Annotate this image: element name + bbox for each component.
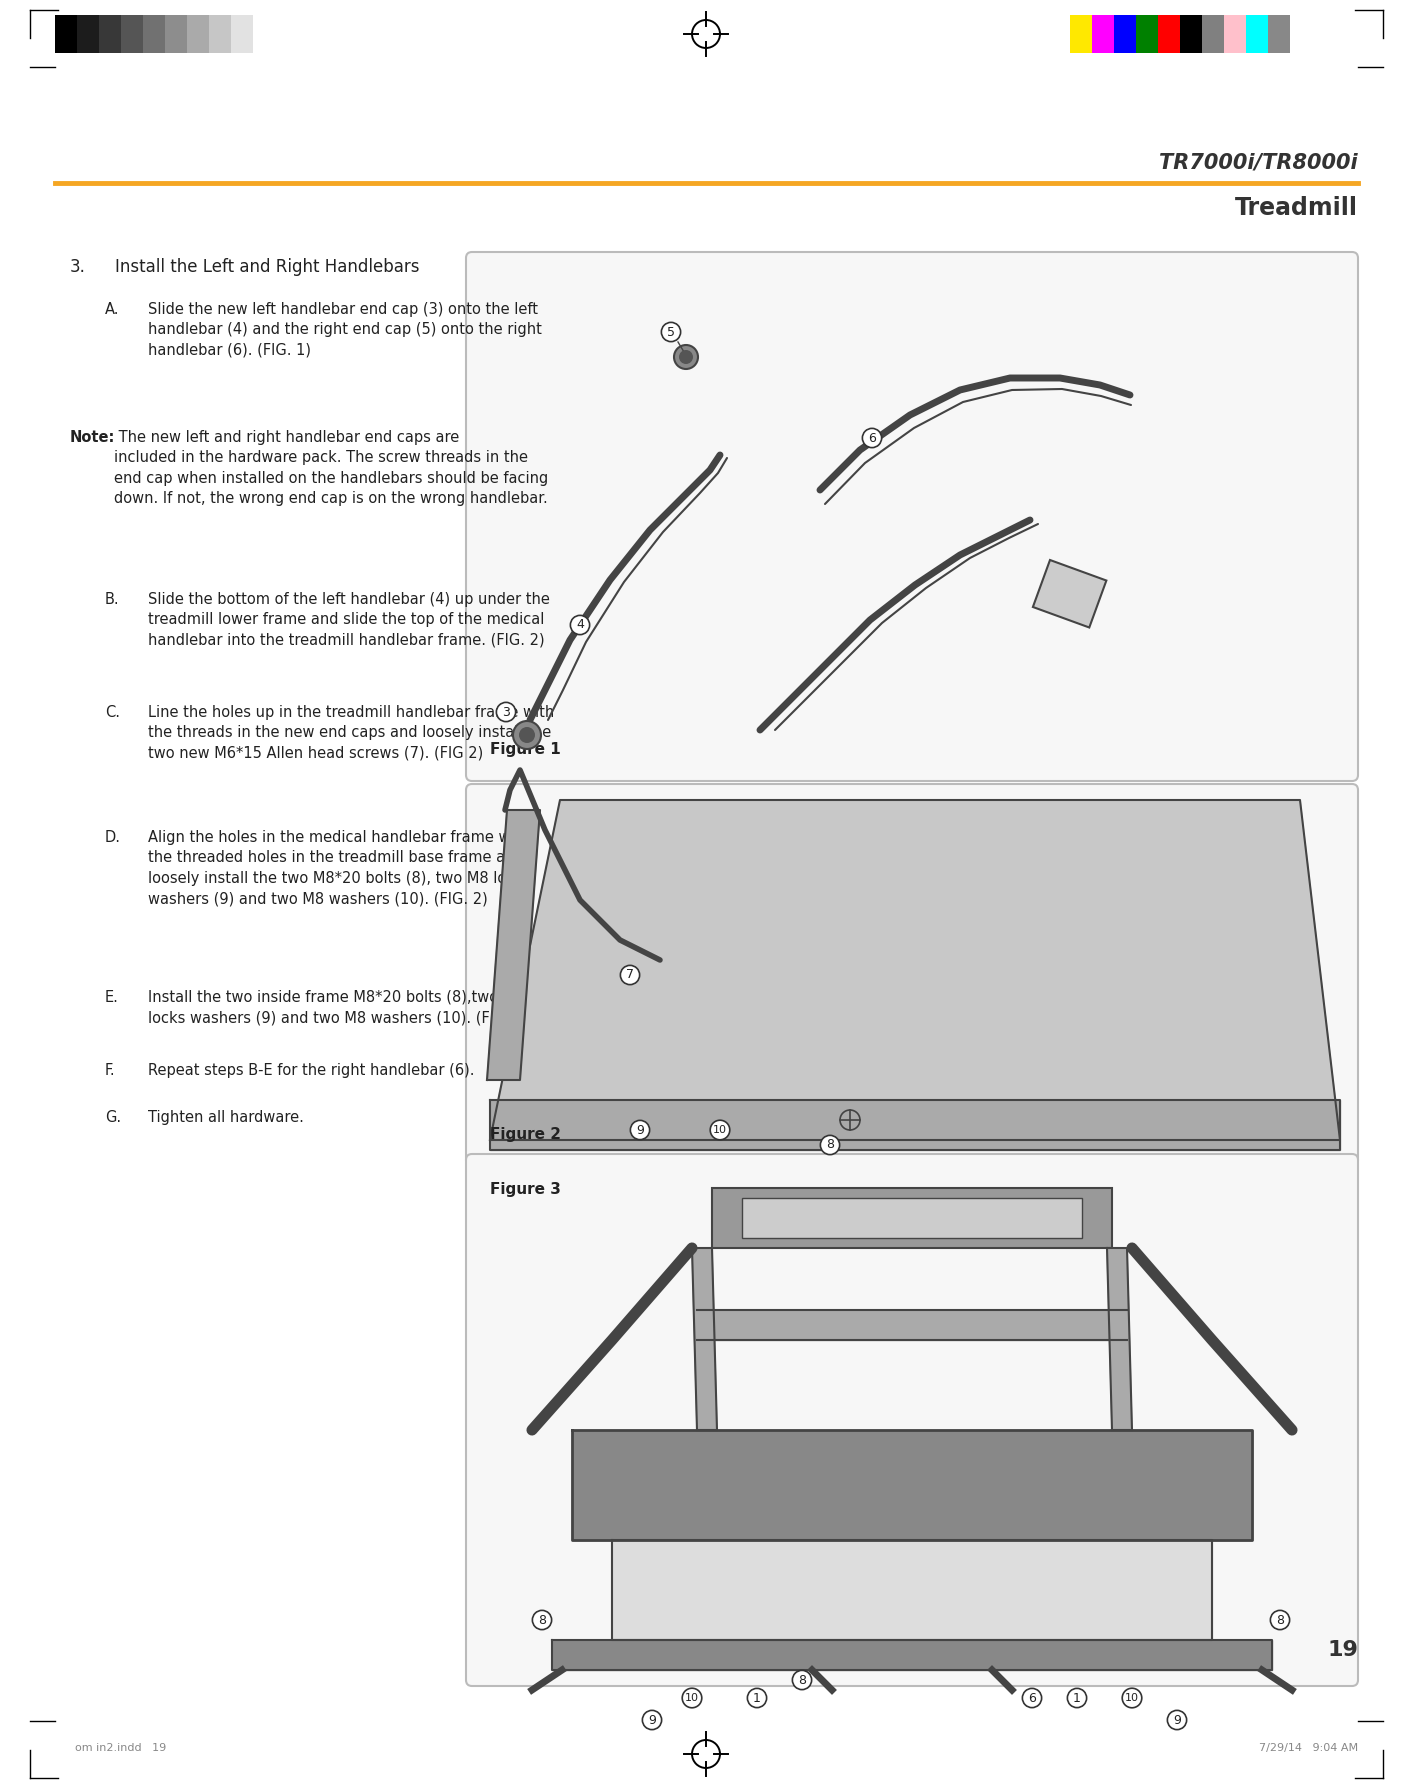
Text: 6: 6 — [868, 431, 876, 445]
Text: Install the Left and Right Handlebars: Install the Left and Right Handlebars — [114, 257, 420, 275]
Text: Repeat steps B-E for the right handlebar (6).: Repeat steps B-E for the right handlebar… — [148, 1064, 475, 1078]
Polygon shape — [697, 1311, 1128, 1339]
FancyBboxPatch shape — [466, 252, 1358, 781]
Text: 7: 7 — [626, 969, 634, 982]
Bar — [712, 1187, 1112, 1248]
Bar — [1136, 14, 1159, 54]
Text: 7/29/14   9:04 AM: 7/29/14 9:04 AM — [1259, 1743, 1358, 1752]
Bar — [1246, 14, 1267, 54]
Text: Treadmill: Treadmill — [1235, 197, 1358, 220]
FancyBboxPatch shape — [466, 783, 1358, 1166]
Bar — [55, 14, 76, 54]
Polygon shape — [1106, 1248, 1132, 1430]
Bar — [230, 14, 253, 54]
Circle shape — [674, 345, 698, 368]
Bar — [76, 14, 99, 54]
Text: 3.: 3. — [71, 257, 86, 275]
Bar — [1113, 14, 1136, 54]
Bar — [1159, 14, 1180, 54]
Polygon shape — [552, 1640, 1272, 1670]
Bar — [99, 14, 122, 54]
Text: Slide the bottom of the left handlebar (4) up under the
treadmill lower frame an: Slide the bottom of the left handlebar (… — [148, 592, 550, 647]
Text: C.: C. — [105, 704, 120, 721]
Polygon shape — [612, 1539, 1212, 1640]
Bar — [253, 14, 276, 54]
Text: 10: 10 — [1125, 1693, 1139, 1702]
Text: 10: 10 — [714, 1125, 728, 1135]
Text: om in2.indd   19: om in2.indd 19 — [75, 1743, 167, 1752]
Polygon shape — [490, 799, 1340, 1141]
Text: G.: G. — [105, 1110, 122, 1125]
Bar — [209, 14, 230, 54]
Text: 8: 8 — [538, 1613, 545, 1627]
Bar — [143, 14, 165, 54]
Circle shape — [680, 350, 692, 365]
Bar — [187, 14, 209, 54]
Circle shape — [513, 721, 541, 749]
Text: Figure 2: Figure 2 — [490, 1126, 561, 1143]
Text: 1: 1 — [1072, 1691, 1081, 1704]
Bar — [1180, 14, 1202, 54]
Text: 3: 3 — [502, 706, 510, 719]
Text: 10: 10 — [685, 1693, 699, 1702]
Text: B.: B. — [105, 592, 120, 606]
Text: 1: 1 — [753, 1691, 762, 1704]
Text: 6: 6 — [1029, 1691, 1036, 1704]
Bar — [742, 1198, 1082, 1237]
Text: Align the holes in the medical handlebar frame with
the threaded holes in the tr: Align the holes in the medical handlebar… — [148, 830, 530, 907]
Text: 9: 9 — [1173, 1713, 1181, 1727]
Bar — [1092, 14, 1113, 54]
Polygon shape — [487, 810, 540, 1080]
Text: 8: 8 — [1276, 1613, 1284, 1627]
Polygon shape — [572, 1430, 1252, 1539]
FancyBboxPatch shape — [466, 1153, 1358, 1686]
Bar — [1070, 14, 1092, 54]
Text: 9: 9 — [636, 1123, 644, 1137]
Text: Figure 3: Figure 3 — [490, 1182, 561, 1196]
Bar — [1224, 14, 1246, 54]
Text: 8: 8 — [827, 1139, 834, 1151]
Text: The new left and right handlebar end caps are
included in the hardware pack. The: The new left and right handlebar end cap… — [114, 429, 548, 506]
Text: Slide the new left handlebar end cap (3) onto the left
handlebar (4) and the rig: Slide the new left handlebar end cap (3)… — [148, 302, 541, 358]
Text: E.: E. — [105, 991, 119, 1005]
Text: 19: 19 — [1327, 1640, 1358, 1659]
Text: Tighten all hardware.: Tighten all hardware. — [148, 1110, 304, 1125]
Bar — [1267, 14, 1290, 54]
Text: 8: 8 — [798, 1674, 805, 1686]
Text: F.: F. — [105, 1064, 116, 1078]
Text: Note:: Note: — [71, 429, 116, 445]
Text: A.: A. — [105, 302, 120, 316]
Polygon shape — [692, 1248, 716, 1430]
Bar — [1033, 560, 1106, 628]
Text: Figure 1: Figure 1 — [490, 742, 561, 756]
Text: 4: 4 — [577, 619, 584, 631]
Bar — [122, 14, 143, 54]
Text: 9: 9 — [649, 1713, 656, 1727]
Bar — [165, 14, 187, 54]
Text: Install the two inside frame M8*20 bolts (8),two M8
locks washers (9) and two M8: Install the two inside frame M8*20 bolts… — [148, 991, 530, 1025]
Text: TR7000i/TR8000i: TR7000i/TR8000i — [1160, 152, 1358, 172]
Bar — [1202, 14, 1224, 54]
Circle shape — [519, 728, 536, 744]
Text: D.: D. — [105, 830, 122, 846]
Text: Line the holes up in the treadmill handlebar frame with
the threads in the new e: Line the holes up in the treadmill handl… — [148, 704, 554, 762]
Polygon shape — [490, 1100, 1340, 1150]
Text: 5: 5 — [667, 325, 675, 338]
